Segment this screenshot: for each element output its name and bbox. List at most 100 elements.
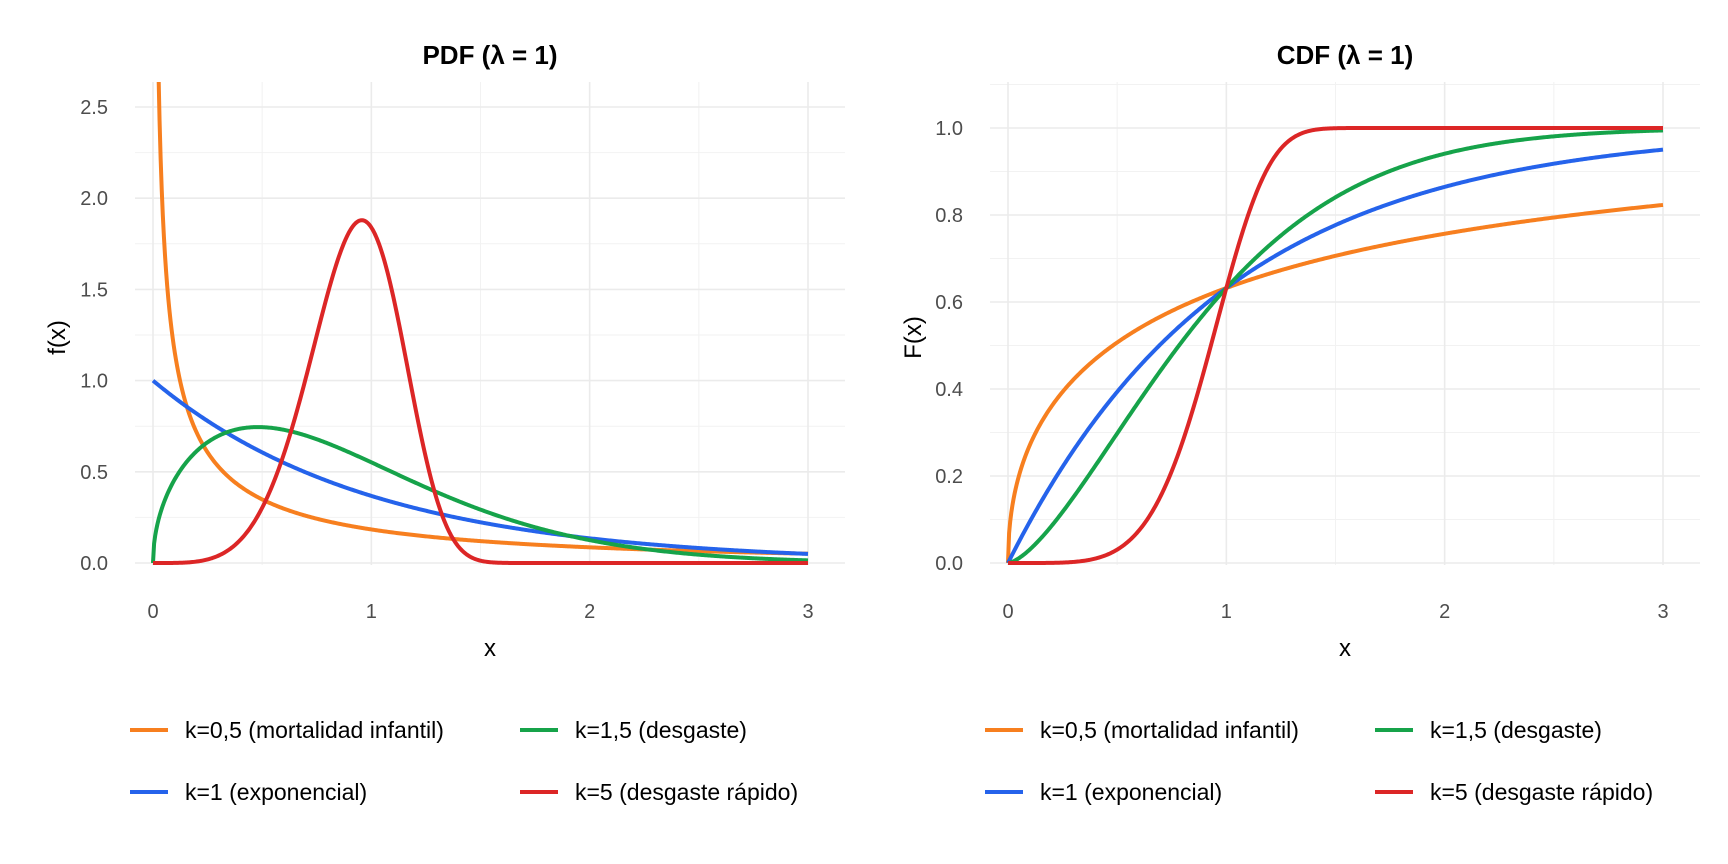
data-point [173,350,176,353]
y-tick-label: 0.5 [80,462,108,484]
y-tick-label: 1.0 [80,371,108,393]
data-point [588,562,591,565]
data-point [304,470,307,473]
data-point [1017,540,1020,543]
data-point [1159,496,1162,499]
data-point [304,514,307,517]
series-line-0 [1006,202,1664,564]
data-point [1116,431,1119,434]
data-point [195,560,198,563]
x-tick-label: 1 [1221,601,1232,623]
data-point [195,430,198,433]
grid [135,82,845,565]
data-point [1116,548,1119,551]
x-tick-label: 2 [584,601,595,623]
data-point [1159,370,1162,373]
data-point [414,406,417,409]
chart-title: PDF (λ = 1) [422,40,557,70]
data-point [1334,222,1337,225]
data-point [1225,287,1228,290]
x-tick-label: 0 [147,601,158,623]
data-point [370,226,373,229]
data-point [162,561,165,564]
data-point [162,501,165,504]
y-tick-label: 0.8 [935,205,963,227]
data-point [1072,448,1075,451]
data-point [370,461,373,464]
legend-label: k=1 (exponencial) [1040,779,1222,805]
legend-item: k=5 (desgaste rápido) [520,779,798,805]
data-point [1334,253,1337,256]
data-point [1662,131,1665,134]
data-point [195,412,198,415]
data-point [1050,524,1053,527]
data-point [1443,187,1446,190]
y-tick-label: 0.0 [935,553,963,575]
data-point [370,529,373,532]
data-point [1269,161,1272,164]
data-point [1028,444,1031,447]
data-point [1552,135,1555,138]
data-point [348,487,351,490]
data-point [697,553,700,556]
x-tick-label: 3 [1657,601,1668,623]
legend-label: k=5 (desgaste rápido) [575,779,798,805]
data-point [1334,127,1337,130]
data-point [1159,344,1162,347]
data-point [1009,518,1012,521]
data-point [1269,244,1272,247]
legend-item: k=1 (exponencial) [130,779,367,805]
data-point [1028,518,1031,521]
data-point [479,540,482,543]
data-point [697,562,700,565]
data-point [1443,153,1446,156]
data-point [588,545,591,548]
data-point [1028,561,1031,564]
legend-label: k=1 (exponencial) [185,779,367,805]
data-point [1017,562,1020,565]
data-point [162,197,165,200]
data-point [1662,205,1665,208]
data-point [1159,314,1162,317]
data-point [1116,340,1119,343]
data-point [261,507,264,510]
legend: k=0,5 (mortalidad infantil) k=1,5 (desgas… [130,717,798,805]
series-line-1 [1006,147,1664,564]
y-tick-label: 0.0 [80,553,108,575]
y-tick-label: 1.0 [935,118,963,140]
data-point [1203,366,1206,369]
data-point [697,547,700,550]
data-point [1443,127,1446,130]
data-point [217,554,220,557]
data-point [173,561,176,564]
data-point [588,540,591,543]
grid [990,82,1700,565]
data-point [1116,392,1119,395]
y-tick-label: 0.2 [935,466,963,488]
data-point [1269,270,1272,273]
y-axis-title: F(x) [900,316,927,359]
data-point [1334,196,1337,199]
data-point [154,534,157,537]
data-point [1050,405,1053,408]
data-point [1009,562,1012,565]
data-point [1269,257,1272,260]
data-point [162,388,165,391]
data-point [479,558,482,561]
legend-label: k=5 (desgaste rápido) [1430,779,1653,805]
data-point [1017,557,1020,560]
legend-item: k=0,5 (mortalidad infantil) [985,717,1299,743]
legend-label: k=0,5 (mortalidad infantil) [185,717,444,743]
data-point [173,478,176,481]
x-tick-label: 0 [1002,601,1013,623]
data-point [261,498,264,501]
chart-title: CDF (λ = 1) [1277,40,1414,70]
legend-item: k=0,5 (mortalidad infantil) [130,717,444,743]
y-tick-label: 0.4 [935,379,963,401]
data-point [1662,148,1665,151]
data-point [479,509,482,512]
cdf-panel: 0 1 2 3 0.0 0.2 0.4 0.6 0.8 1.0 x F(x) CDF (λ = 1) k=… [900,40,1700,805]
legend-item: k=1,5 (desgaste) [1375,717,1602,743]
